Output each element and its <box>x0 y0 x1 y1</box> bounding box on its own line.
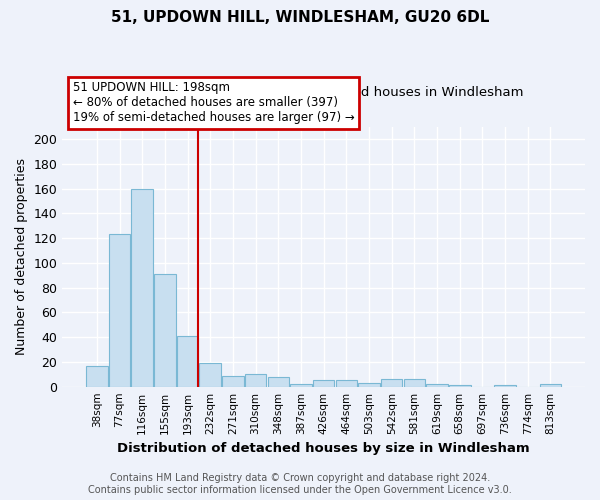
Bar <box>313 380 334 386</box>
Bar <box>86 366 107 386</box>
Title: Size of property relative to detached houses in Windlesham: Size of property relative to detached ho… <box>124 86 523 100</box>
Text: 51 UPDOWN HILL: 198sqm
← 80% of detached houses are smaller (397)
19% of semi-de: 51 UPDOWN HILL: 198sqm ← 80% of detached… <box>73 82 355 124</box>
Bar <box>154 274 176 386</box>
Bar <box>222 376 244 386</box>
Bar <box>245 374 266 386</box>
Bar <box>426 384 448 386</box>
Bar <box>199 363 221 386</box>
Bar <box>268 377 289 386</box>
Bar <box>131 188 153 386</box>
Bar <box>404 380 425 386</box>
Y-axis label: Number of detached properties: Number of detached properties <box>15 158 28 356</box>
Bar <box>381 380 403 386</box>
Bar <box>177 336 199 386</box>
Bar <box>335 380 357 386</box>
X-axis label: Distribution of detached houses by size in Windlesham: Distribution of detached houses by size … <box>118 442 530 455</box>
Text: 51, UPDOWN HILL, WINDLESHAM, GU20 6DL: 51, UPDOWN HILL, WINDLESHAM, GU20 6DL <box>111 10 489 25</box>
Bar <box>290 384 312 386</box>
Bar <box>358 383 380 386</box>
Text: Contains HM Land Registry data © Crown copyright and database right 2024.
Contai: Contains HM Land Registry data © Crown c… <box>88 474 512 495</box>
Bar <box>109 234 130 386</box>
Bar <box>539 384 561 386</box>
